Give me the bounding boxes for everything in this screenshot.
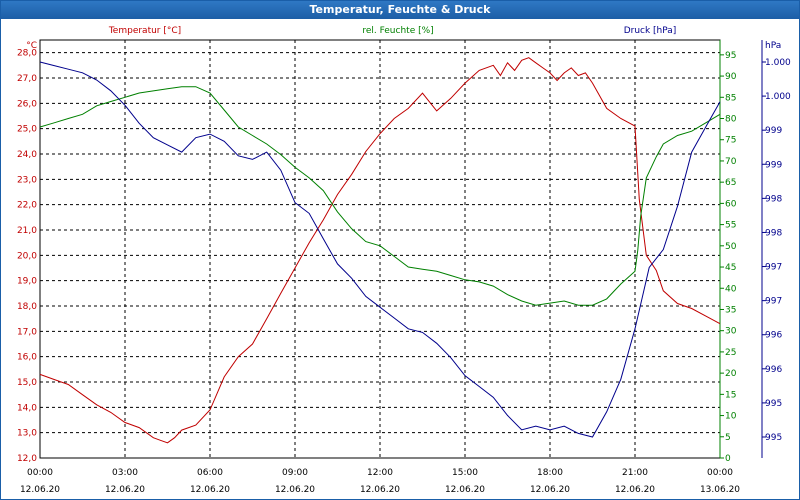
pressure-unit-label: hPa [765, 41, 781, 51]
temperature-tick-label: 18,0 [17, 302, 37, 312]
pressure-axis-title: Druck [hPa] [624, 26, 677, 36]
temperature-series-line [39, 57, 721, 444]
humidity-tick-label: 95 [725, 51, 736, 61]
humidity-tick-label: 65 [725, 178, 736, 188]
pressure-tick-label: 1.000 [765, 58, 791, 68]
x-tick-time: 12:00 [367, 468, 393, 478]
temperature-tick-label: 12,0 [17, 454, 37, 464]
humidity-tick-label: 30 [725, 327, 737, 337]
x-tick-date: 12.06.20 [360, 485, 400, 495]
temperature-tick-label: 25,0 [17, 125, 37, 135]
x-tick-date: 12.06.20 [445, 485, 485, 495]
humidity-tick-label: 25 [725, 348, 736, 358]
pressure-tick-label: 999 [765, 126, 782, 136]
temperature-tick-label: 15,0 [17, 378, 37, 388]
humidity-axis-title: rel. Feuchte [%] [362, 26, 433, 36]
temperature-tick-label: 24,0 [17, 150, 37, 160]
humidity-tick-label: 50 [725, 242, 737, 252]
humidity-tick-label: 15 [725, 390, 736, 400]
pressure-tick-label: 997 [765, 263, 782, 273]
pressure-tick-label: 996 [765, 365, 782, 375]
temperature-tick-label: 16,0 [17, 353, 37, 363]
pressure-tick-label: 999 [765, 160, 782, 170]
pressure-series-line [39, 61, 721, 438]
pressure-tick-label: 996 [765, 331, 782, 341]
humidity-tick-label: 70 [725, 157, 737, 167]
x-tick-date: 13.06.20 [700, 485, 740, 495]
x-tick-date: 12.06.20 [530, 485, 570, 495]
x-tick-time: 09:00 [282, 468, 308, 478]
window-title: Temperatur, Feuchte & Druck [1, 1, 799, 19]
pressure-tick-label: 997 [765, 297, 782, 307]
x-tick-time: 18:00 [537, 468, 563, 478]
humidity-tick-label: 40 [725, 284, 737, 294]
temperature-tick-label: 27,0 [17, 74, 37, 84]
temperature-axis-title: Temperatur [°C] [108, 26, 181, 36]
humidity-tick-label: 80 [725, 115, 737, 125]
x-tick-date: 12.06.20 [615, 485, 655, 495]
pressure-tick-label: 1.000 [765, 92, 791, 102]
x-tick-date: 12.06.20 [190, 485, 230, 495]
humidity-tick-label: 45 [725, 263, 736, 273]
temperature-tick-label: 21,0 [17, 226, 37, 236]
temperature-tick-label: 23,0 [17, 175, 37, 185]
x-tick-date: 12.06.20 [105, 485, 145, 495]
humidity-series-line [39, 86, 721, 306]
temperature-tick-label: 17,0 [17, 327, 37, 337]
humidity-tick-label: 90 [725, 72, 737, 82]
x-tick-time: 00:00 [707, 468, 733, 478]
x-tick-date: 12.06.20 [20, 485, 60, 495]
pressure-tick-label: 998 [765, 228, 782, 238]
humidity-tick-label: 75 [725, 136, 736, 146]
temperature-tick-label: 13,0 [17, 429, 37, 439]
x-tick-time: 15:00 [452, 468, 478, 478]
pressure-tick-label: 995 [765, 399, 782, 409]
temperature-unit-label: °C [26, 41, 37, 51]
x-tick-time: 03:00 [112, 468, 138, 478]
temperature-tick-label: 26,0 [17, 99, 37, 109]
humidity-tick-label: 0 [725, 454, 731, 464]
humidity-tick-label: 5 [725, 433, 731, 443]
humidity-tick-label: 85 [725, 93, 736, 103]
x-tick-date: 12.06.20 [275, 485, 315, 495]
humidity-tick-label: 60 [725, 199, 737, 209]
humidity-tick-label: 10 [725, 412, 737, 422]
temperature-tick-label: 20,0 [17, 251, 37, 261]
x-tick-time: 00:00 [27, 468, 53, 478]
humidity-tick-label: 35 [725, 305, 736, 315]
temperature-tick-label: 22,0 [17, 201, 37, 211]
x-tick-time: 06:00 [197, 468, 223, 478]
temperature-tick-label: 19,0 [17, 277, 37, 287]
temperature-tick-label: 14,0 [17, 403, 37, 413]
temperature-tick-label: 28,0 [17, 49, 37, 59]
humidity-tick-label: 55 [725, 221, 736, 231]
x-tick-time: 21:00 [622, 468, 648, 478]
humidity-tick-label: 20 [725, 369, 737, 379]
pressure-tick-label: 998 [765, 194, 782, 204]
pressure-tick-label: 995 [765, 433, 782, 443]
